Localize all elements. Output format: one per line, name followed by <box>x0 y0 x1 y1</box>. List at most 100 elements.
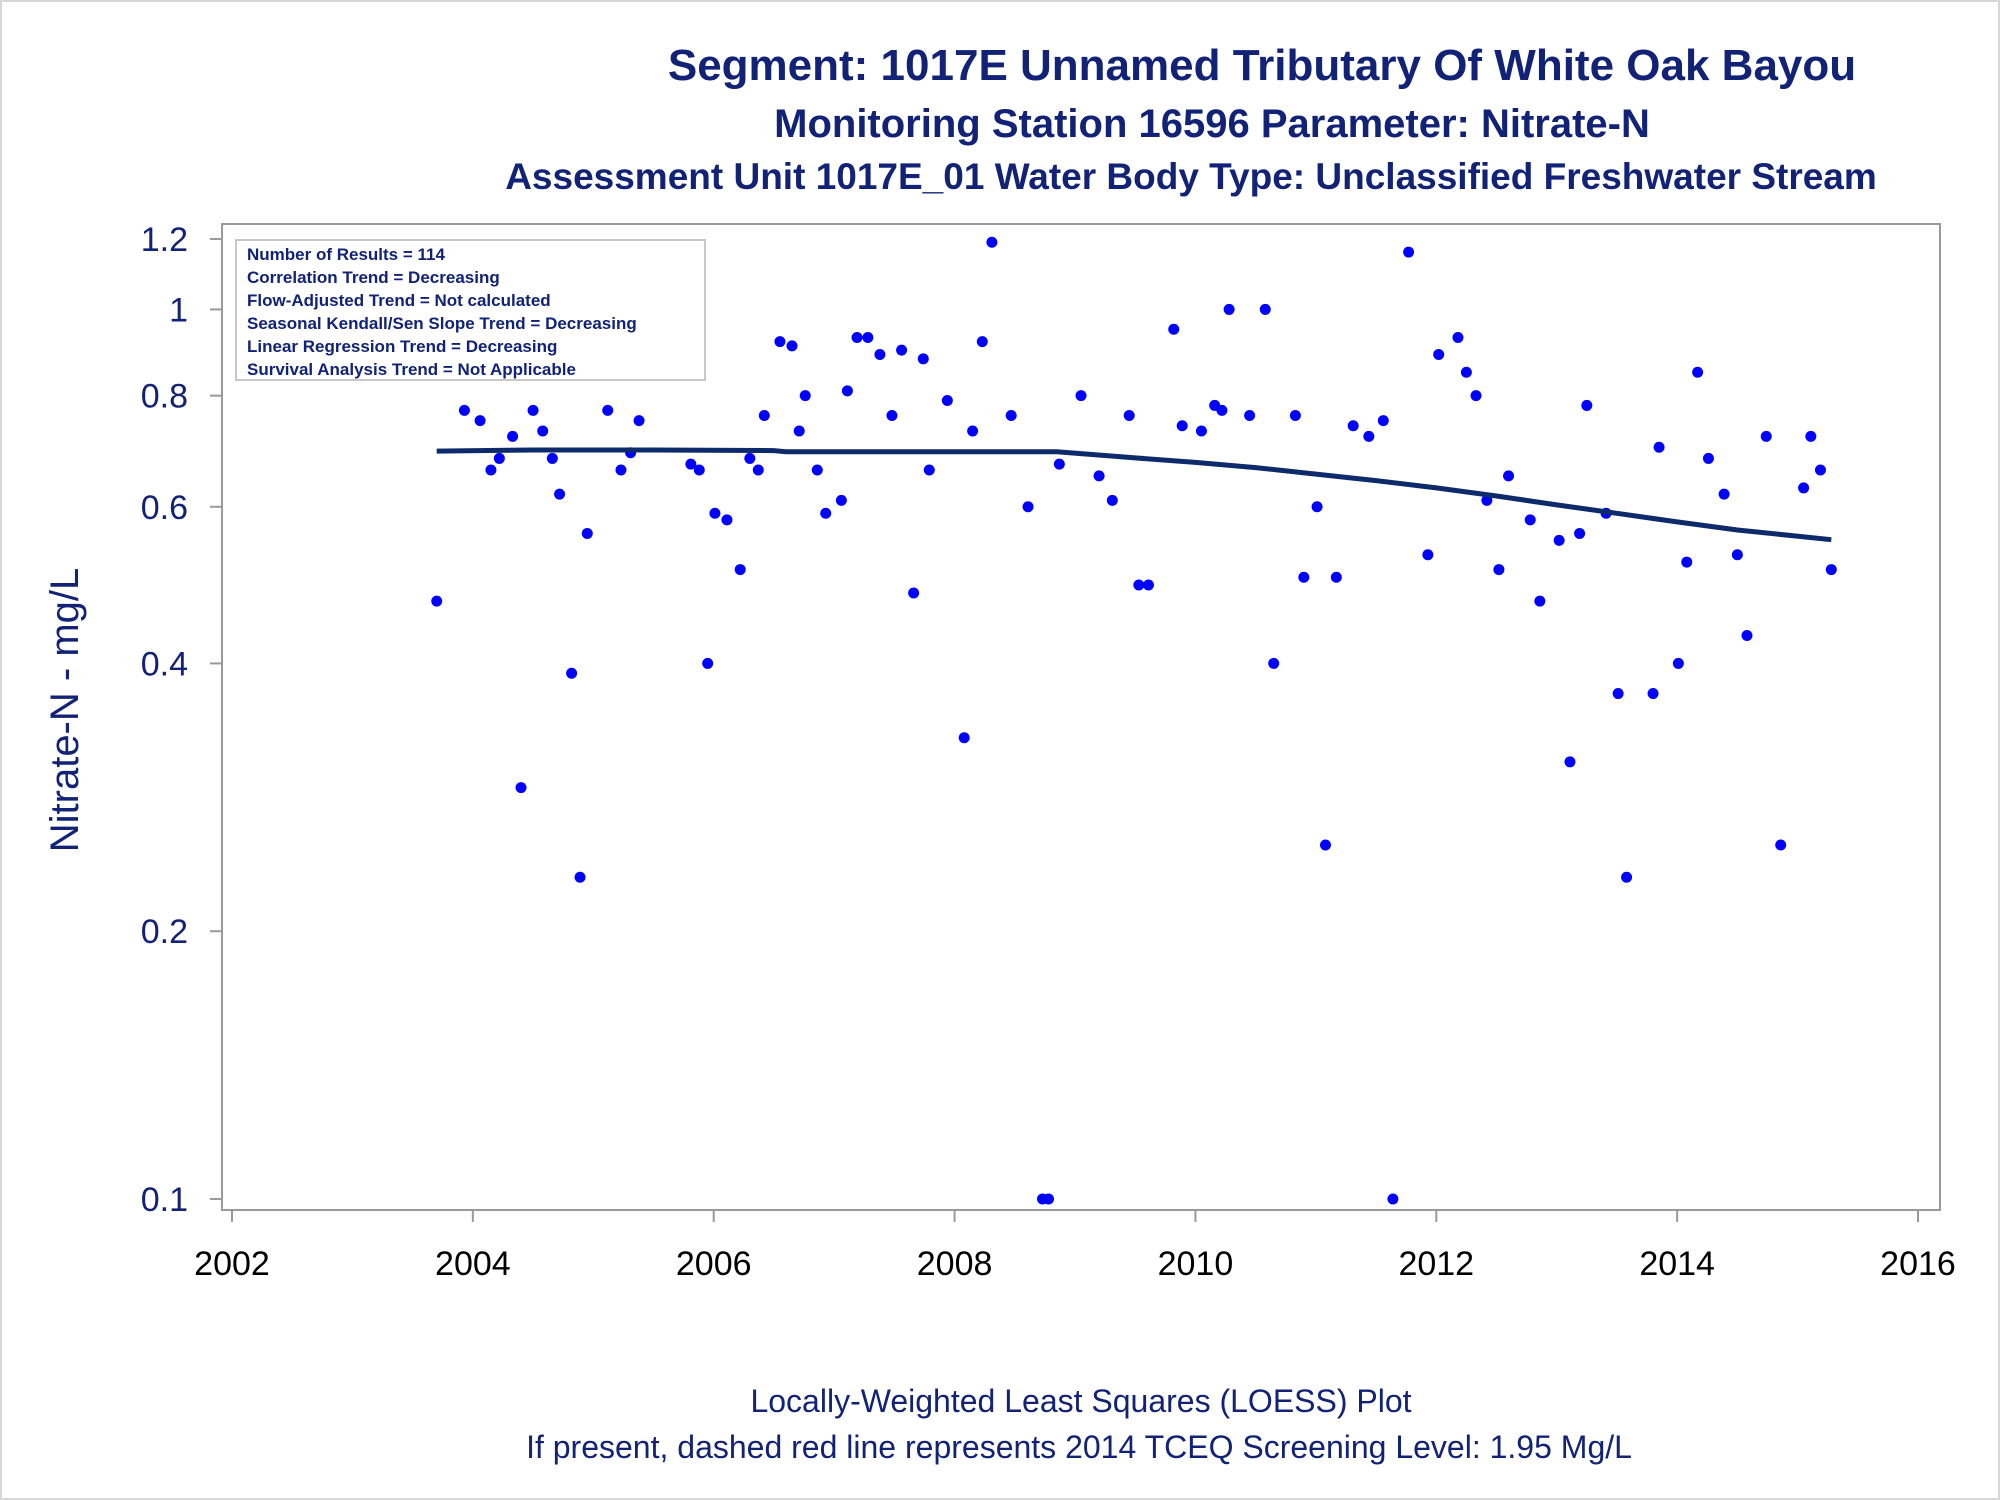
x-tick-label: 2010 <box>1158 1245 1234 1283</box>
data-point <box>527 404 539 416</box>
data-point <box>554 488 566 500</box>
data-point <box>485 464 497 476</box>
data-point <box>515 782 527 794</box>
data-point <box>1564 756 1576 768</box>
y-tick-label: 0.8 <box>141 378 188 416</box>
data-point <box>1460 366 1472 378</box>
x-tick-label: 2002 <box>194 1245 270 1283</box>
data-point <box>537 425 549 437</box>
inset-line-survival-analysis: Survival Analysis Trend = Not Applicable <box>247 360 576 379</box>
data-point <box>908 587 920 599</box>
data-point <box>1022 501 1034 513</box>
data-point <box>709 507 721 519</box>
data-point <box>1621 871 1633 883</box>
y-axis-label: Nitrate-N - mg/L <box>43 568 87 853</box>
data-point <box>1574 527 1586 539</box>
chart-title-line-2: Monitoring Station 16596 Parameter: Nitr… <box>774 102 1650 146</box>
data-point <box>1330 571 1342 583</box>
data-point <box>1681 556 1693 568</box>
data-point <box>941 395 953 407</box>
statistics-inset: Number of Results = 114 Correlation Tren… <box>235 239 706 381</box>
data-point <box>1805 430 1817 442</box>
data-point <box>1692 366 1704 378</box>
data-point <box>685 458 697 470</box>
data-point <box>958 732 970 744</box>
x-tick-label: 2006 <box>676 1245 752 1283</box>
data-point <box>1825 564 1837 576</box>
y-tick-label: 0.1 <box>141 1181 188 1219</box>
data-point <box>774 336 786 348</box>
data-point <box>874 348 886 360</box>
data-point <box>602 404 614 416</box>
data-point <box>1093 470 1105 482</box>
data-point <box>1524 514 1536 526</box>
data-point <box>1216 404 1228 416</box>
data-point <box>1470 390 1482 402</box>
statistics-inset-box <box>235 239 706 381</box>
data-point <box>851 331 863 343</box>
data-points <box>431 236 1837 1205</box>
data-point <box>1612 688 1624 700</box>
data-point <box>721 514 733 526</box>
data-point <box>1403 246 1415 258</box>
data-point <box>1244 409 1256 421</box>
data-point <box>546 452 558 464</box>
data-point <box>811 464 823 476</box>
data-point <box>1289 409 1301 421</box>
x-tick-label: 2008 <box>917 1245 993 1283</box>
data-point <box>886 409 898 421</box>
data-point <box>1534 595 1546 607</box>
data-point <box>1493 564 1505 576</box>
chart-title-line-1: Segment: 1017E Unnamed Tributary Of Whit… <box>668 41 1856 90</box>
data-point <box>986 236 998 248</box>
y-tick-label: 0.4 <box>141 645 188 683</box>
inset-line-seasonal-kendall: Seasonal Kendall/Sen Slope Trend = Decre… <box>247 314 637 333</box>
data-point <box>820 507 832 519</box>
data-point <box>1311 501 1323 513</box>
data-point <box>734 564 746 576</box>
data-point <box>1319 839 1331 851</box>
data-point <box>1168 323 1180 335</box>
data-point <box>1702 452 1714 464</box>
data-point <box>581 527 593 539</box>
data-point <box>507 430 519 442</box>
y-axis: 0.1 0.2 0.4 0.6 0.8 1 1.2 <box>141 221 222 1219</box>
data-point <box>493 452 505 464</box>
data-point <box>702 657 714 669</box>
y-tick-label: 1.2 <box>141 221 188 259</box>
data-point <box>799 390 811 402</box>
x-axis: 2002 2004 2006 2008 2010 2012 2014 2016 <box>194 1210 1956 1283</box>
data-point <box>923 464 935 476</box>
data-point <box>793 425 805 437</box>
data-point <box>835 494 847 506</box>
data-point <box>1123 409 1135 421</box>
data-point <box>1422 549 1434 561</box>
data-point <box>841 385 853 397</box>
y-tick-label: 0.6 <box>141 489 188 527</box>
data-point <box>758 409 770 421</box>
data-point <box>1452 331 1464 343</box>
inset-line-results: Number of Results = 114 <box>247 245 445 264</box>
data-point <box>1005 409 1017 421</box>
data-point <box>693 464 705 476</box>
data-point <box>474 415 486 427</box>
data-point <box>1106 494 1118 506</box>
data-point <box>615 464 627 476</box>
data-point <box>896 344 908 356</box>
data-point <box>1741 629 1753 641</box>
data-point <box>967 425 979 437</box>
data-point <box>1553 534 1565 546</box>
data-point <box>1377 415 1389 427</box>
data-point <box>1581 399 1593 411</box>
data-point <box>744 452 756 464</box>
data-point <box>1503 470 1515 482</box>
data-point <box>633 415 645 427</box>
data-point <box>1731 549 1743 561</box>
data-point <box>1814 464 1826 476</box>
inset-line-correlation: Correlation Trend = Decreasing <box>247 268 500 287</box>
chart-title-line-3: Assessment Unit 1017E_01 Water Body Type… <box>505 156 1877 197</box>
data-point <box>1053 458 1065 470</box>
inset-line-linear-regression: Linear Regression Trend = Decreasing <box>247 337 557 356</box>
plot-area <box>221 223 1941 1211</box>
